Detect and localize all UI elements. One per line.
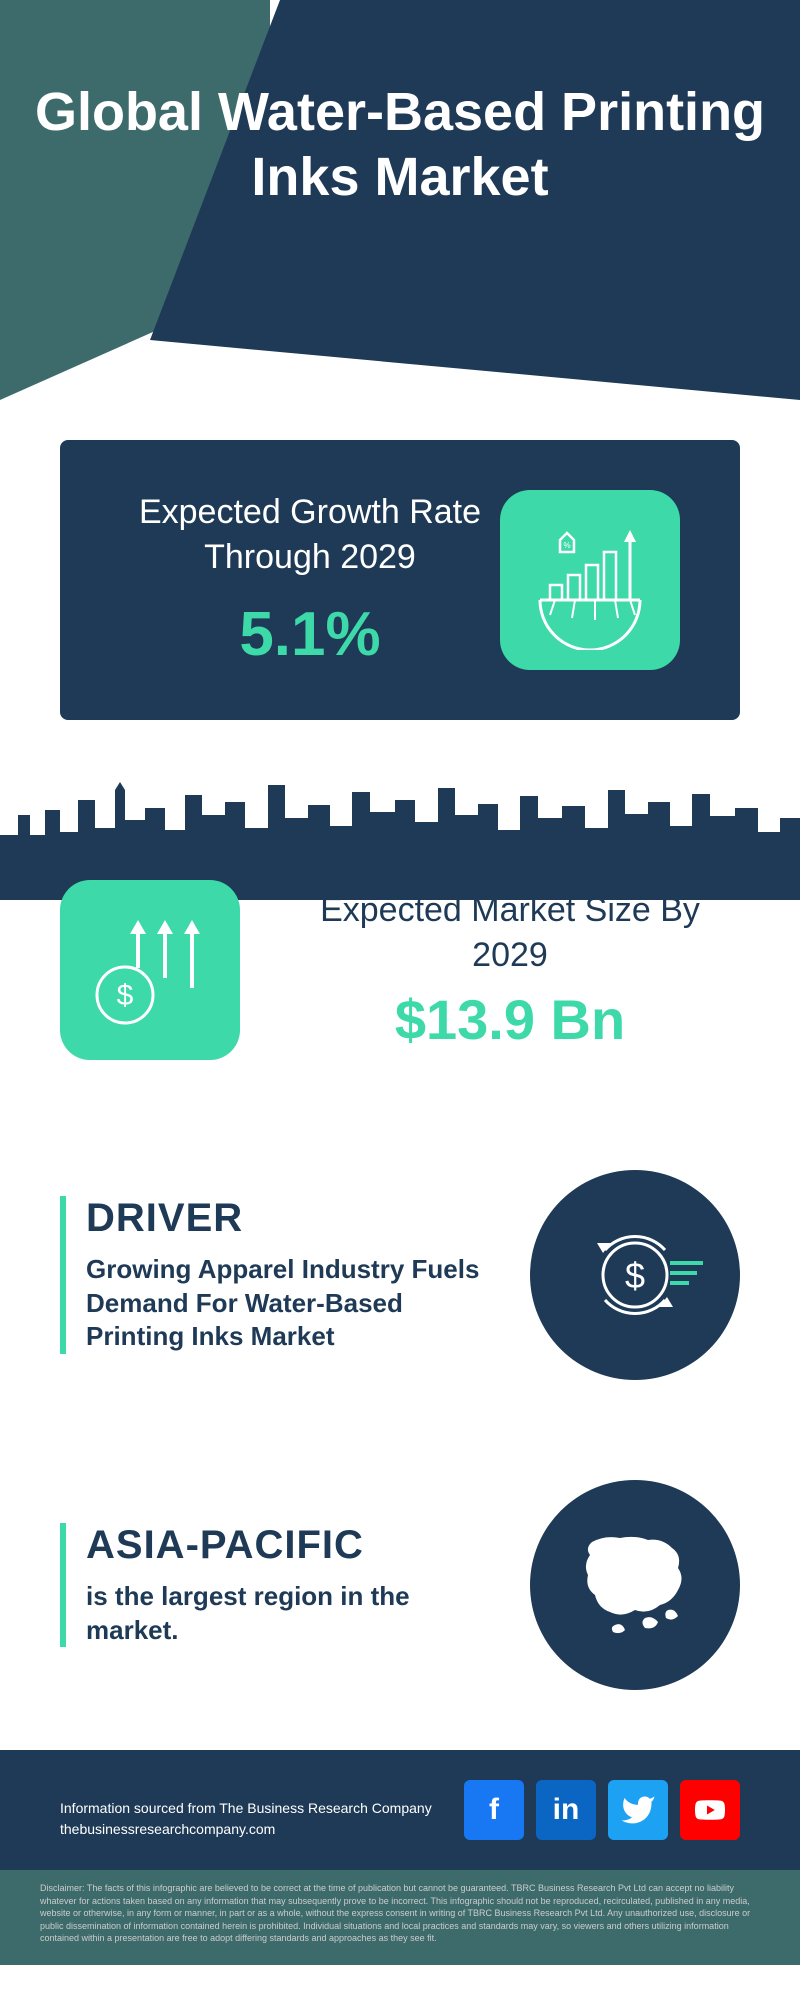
disclaimer-section: Disclaimer: The facts of this infographi…	[0, 1870, 800, 1965]
region-text-block: ASIA-PACIFIC is the largest region in th…	[60, 1523, 490, 1648]
dollar-cycle-icon: $	[555, 1195, 715, 1355]
driver-heading: DRIVER	[86, 1196, 490, 1241]
youtube-button[interactable]	[680, 1780, 740, 1840]
skyline-section: $ Expected Market Size By 2029 $13.9 Bn	[0, 760, 800, 1110]
footer-source-line1: Information sourced from The Business Re…	[60, 1798, 432, 1819]
facebook-button[interactable]: f	[464, 1780, 524, 1840]
growth-icon-box: %	[500, 490, 680, 670]
footer-source-line2: thebusinessresearchcompany.com	[60, 1819, 432, 1840]
twitter-icon	[620, 1792, 656, 1828]
disclaimer-text: Disclaimer: The facts of this infographi…	[40, 1882, 760, 1945]
region-body: is the largest region in the market.	[86, 1580, 490, 1648]
region-section: ASIA-PACIFIC is the largest region in th…	[60, 1440, 740, 1730]
footer-source: Information sourced from The Business Re…	[60, 1798, 432, 1840]
driver-circle: $	[530, 1170, 740, 1380]
growth-text-block: Expected Growth Rate Through 2029 5.1%	[120, 490, 500, 669]
linkedin-button[interactable]: in	[536, 1780, 596, 1840]
growth-value: 5.1%	[120, 599, 500, 670]
footer-section: Information sourced from The Business Re…	[0, 1750, 800, 1870]
svg-text:$: $	[117, 979, 134, 1012]
market-size-label: Expected Market Size By 2029	[280, 888, 740, 976]
twitter-button[interactable]	[608, 1780, 668, 1840]
growth-chart-icon: %	[520, 510, 660, 650]
youtube-icon	[692, 1792, 728, 1828]
facebook-icon: f	[489, 1793, 499, 1827]
svg-text:%: %	[563, 541, 570, 550]
market-size-value: $13.9 Bn	[280, 987, 740, 1052]
svg-text:$: $	[625, 1255, 645, 1296]
skyline-icon	[0, 760, 800, 900]
asia-map-icon	[550, 1500, 720, 1670]
driver-text-block: DRIVER Growing Apparel Industry Fuels De…	[60, 1196, 490, 1354]
growth-section: Expected Growth Rate Through 2029 5.1% %	[60, 440, 740, 720]
growth-label: Expected Growth Rate Through 2029	[120, 490, 500, 578]
page-title: Global Water-Based Printing Inks Market	[0, 0, 800, 210]
driver-section: DRIVER Growing Apparel Industry Fuels De…	[60, 1130, 740, 1420]
market-text-block: Expected Market Size By 2029 $13.9 Bn	[280, 888, 740, 1051]
linkedin-icon: in	[553, 1793, 580, 1827]
region-circle	[530, 1480, 740, 1690]
dollar-arrows-icon: $	[80, 900, 220, 1040]
driver-body: Growing Apparel Industry Fuels Demand Fo…	[86, 1253, 490, 1354]
header-section: Global Water-Based Printing Inks Market	[0, 0, 800, 400]
region-heading: ASIA-PACIFIC	[86, 1523, 490, 1568]
social-links: f in	[464, 1780, 740, 1840]
market-size-content: $ Expected Market Size By 2029 $13.9 Bn	[0, 880, 800, 1060]
market-icon-box: $	[60, 880, 240, 1060]
